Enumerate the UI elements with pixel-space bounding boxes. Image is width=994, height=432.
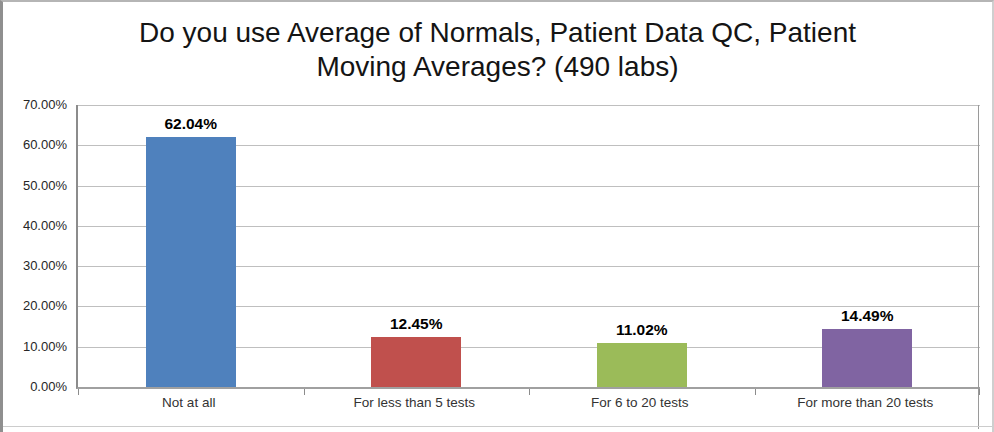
bar-value-label: 62.04%	[121, 115, 261, 133]
gridline-70.00%	[78, 105, 980, 106]
y-axis-label: 70.00%	[3, 97, 67, 113]
category-label: For 6 to 20 tests	[527, 395, 753, 411]
bar-not-at-all	[146, 137, 236, 387]
category-label: For less than 5 tests	[302, 395, 528, 411]
bar-value-label: 14.49%	[797, 307, 937, 325]
chart-title-line-1: Do you use Average of Normals, Patient D…	[3, 16, 992, 50]
figure: Do you use Average of Normals, Patient D…	[0, 0, 994, 432]
bar-value-label: 11.02%	[572, 321, 712, 339]
bar-for-less-than-5-tests	[371, 337, 461, 387]
plot-right-border	[978, 105, 979, 429]
y-axis-label: 40.00%	[3, 218, 67, 234]
y-axis-label: 20.00%	[3, 298, 67, 314]
category-label: For more than 20 tests	[753, 395, 979, 411]
figure-bottom-rule	[3, 426, 992, 427]
y-axis-label: 50.00%	[3, 178, 67, 194]
bar-value-label: 12.45%	[346, 315, 486, 333]
y-axis-label: 10.00%	[3, 339, 67, 355]
chart-title: Do you use Average of Normals, Patient D…	[3, 16, 992, 84]
y-axis-label: 30.00%	[3, 258, 67, 274]
category-label: Not at all	[76, 395, 302, 411]
bar-for-6-to-20-tests	[597, 343, 687, 387]
y-axis-label: 60.00%	[3, 137, 67, 153]
y-axis-label: 0.00%	[3, 379, 67, 395]
plot-area: 62.04% 12.45% 11.02% 14.49%	[76, 105, 980, 389]
chart-title-line-2: Moving Averages? (490 labs)	[3, 50, 992, 84]
bar-for-more-than-20-tests	[822, 329, 912, 387]
x-axis-tick	[979, 389, 980, 395]
